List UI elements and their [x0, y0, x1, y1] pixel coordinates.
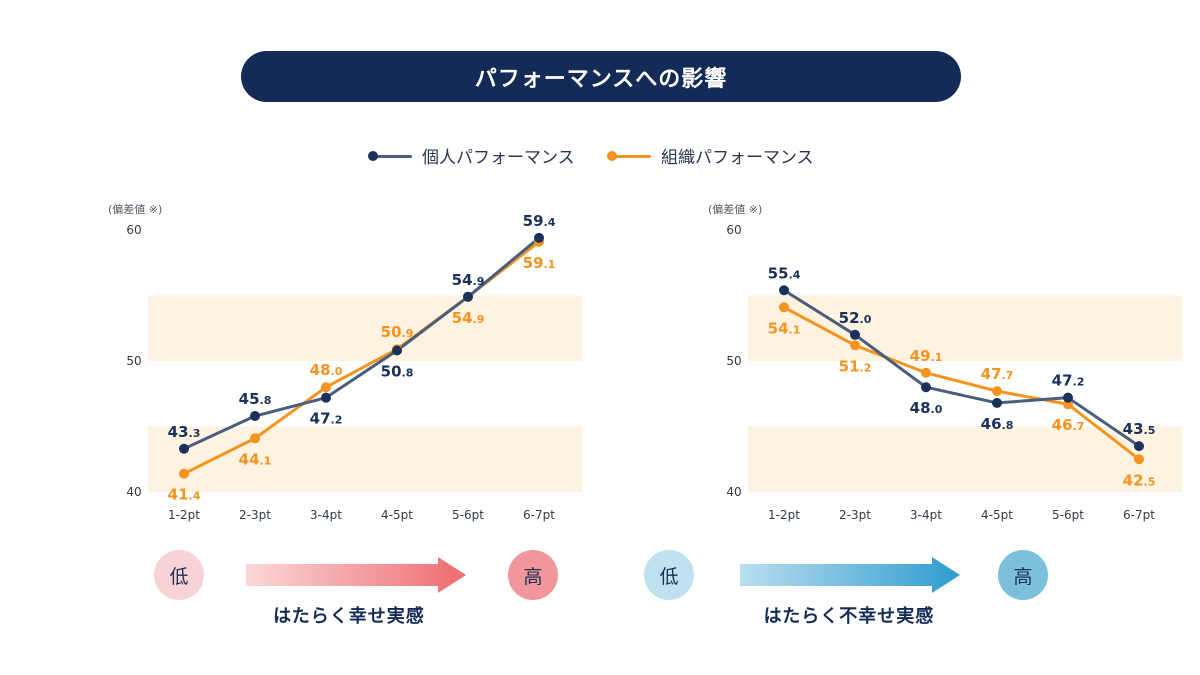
data-label-organization: 54.9	[452, 309, 485, 327]
y-tick-label: 60	[126, 223, 141, 237]
x-tick-label: 3-4pt	[910, 508, 942, 522]
band-1	[148, 295, 582, 361]
data-point-individual	[463, 291, 473, 302]
page-title: パフォーマンスへの影響	[241, 51, 961, 102]
data-point-individual	[179, 443, 189, 454]
data-point-organization	[1134, 454, 1144, 465]
arrow-right-icon-happy	[246, 557, 466, 593]
data-point-individual	[921, 382, 931, 393]
x-tick-label: 2-3pt	[239, 508, 271, 522]
data-label-organization: 48.0	[310, 361, 343, 379]
scale-caption-happy: はたらく幸せ実感	[273, 606, 425, 627]
data-label-individual: 52.0	[839, 309, 872, 327]
x-tick-label: 5-6pt	[1052, 508, 1084, 522]
data-point-organization	[850, 340, 860, 351]
legend-label-organization: 組織パフォーマンス	[661, 148, 814, 168]
legend-label-individual: 個人パフォーマンス	[422, 148, 575, 168]
data-point-individual	[1134, 441, 1144, 452]
y-tick-label: 40	[726, 485, 741, 499]
data-label-individual: 54.9	[452, 271, 485, 289]
scale-high-badge-unhappy: 高	[998, 550, 1048, 600]
data-point-individual	[321, 392, 331, 403]
data-label-individual: 59.4	[523, 212, 556, 230]
data-label-organization: 42.5	[1123, 471, 1156, 489]
x-tick-label: 6-7pt	[523, 508, 555, 522]
scale-low-badge-unhappy: 低	[644, 550, 694, 600]
x-tick-label: 4-5pt	[981, 508, 1013, 522]
data-label-individual: 46.8	[981, 415, 1014, 433]
legend-swatch-organization	[607, 146, 651, 166]
data-point-individual	[250, 411, 260, 422]
data-label-organization: 44.1	[239, 450, 272, 468]
y-tick-label: 50	[726, 354, 741, 368]
chart-unhappy: (偏差値 ※) 40 50 60 1-2pt 2-3pt 3-4pt 4-5pt 5-6pt 6-…	[708, 202, 1182, 522]
scale-caption-unhappy: はたらく不幸せ実感	[763, 606, 935, 627]
series-line-organization	[783, 305, 1140, 461]
data-label-organization: 50.9	[381, 323, 414, 341]
data-point-organization	[250, 433, 260, 444]
y-tick-label: 60	[726, 223, 741, 237]
data-point-individual	[850, 329, 860, 340]
data-label-organization: 46.7	[1052, 416, 1085, 434]
data-label-individual: 47.2	[1052, 372, 1085, 390]
data-point-individual	[779, 285, 789, 296]
series-line-individual	[783, 288, 1140, 448]
data-label-organization: 51.2	[839, 357, 872, 375]
band-0	[148, 426, 582, 492]
data-point-organization	[992, 386, 1002, 397]
data-point-organization	[321, 382, 331, 393]
chart-legend: 個人パフォーマンス 組織パフォーマンス	[0, 143, 1200, 168]
y-unit-label: (偏差値 ※)	[708, 202, 762, 216]
data-label-individual: 43.3	[168, 423, 201, 441]
legend-item-organization: 組織パフォーマンス	[607, 143, 814, 168]
data-label-individual: 50.8	[381, 363, 414, 381]
data-point-individual	[534, 232, 544, 243]
data-point-individual	[392, 345, 402, 356]
y-tick-label: 50	[126, 354, 141, 368]
data-point-organization	[779, 302, 789, 313]
data-label-organization: 47.7	[981, 365, 1014, 383]
series-line-individual	[183, 236, 540, 451]
x-tick-label: 1-2pt	[768, 508, 800, 522]
legend-swatch-individual	[368, 146, 412, 166]
data-label-individual: 45.8	[239, 390, 272, 408]
data-point-individual	[1063, 392, 1073, 403]
data-label-organization: 59.1	[523, 254, 556, 272]
data-label-organization: 54.1	[768, 319, 801, 337]
x-tick-label: 3-4pt	[310, 508, 342, 522]
data-label-individual: 55.4	[768, 264, 801, 282]
band-1	[748, 295, 1182, 361]
data-point-individual	[992, 397, 1002, 408]
data-label-individual: 48.0	[910, 399, 943, 417]
data-point-organization	[179, 468, 189, 479]
y-unit-label: (偏差値 ※)	[108, 202, 162, 216]
data-label-individual: 47.2	[310, 410, 343, 428]
x-tick-label: 2-3pt	[839, 508, 871, 522]
y-tick-label: 40	[126, 485, 141, 499]
x-tick-label: 4-5pt	[381, 508, 413, 522]
data-point-organization	[921, 367, 931, 378]
x-tick-label: 5-6pt	[452, 508, 484, 522]
x-tick-label: 1-2pt	[168, 508, 200, 522]
scale-high-badge-happy: 高	[508, 550, 558, 600]
band-0	[748, 426, 1182, 492]
data-label-individual: 43.5	[1123, 420, 1156, 438]
x-tick-label: 6-7pt	[1123, 508, 1155, 522]
arrow-right-icon-unhappy	[740, 557, 960, 593]
data-label-organization: 49.1	[910, 347, 943, 365]
legend-item-individual: 個人パフォーマンス	[368, 143, 575, 168]
scale-low-badge-happy: 低	[154, 550, 204, 600]
data-label-organization: 41.4	[168, 486, 201, 504]
chart-happy: (偏差値 ※) 40 50 60 1-2pt 2-3pt 3-4pt 4-5pt 5-6pt 6-…	[108, 202, 582, 522]
